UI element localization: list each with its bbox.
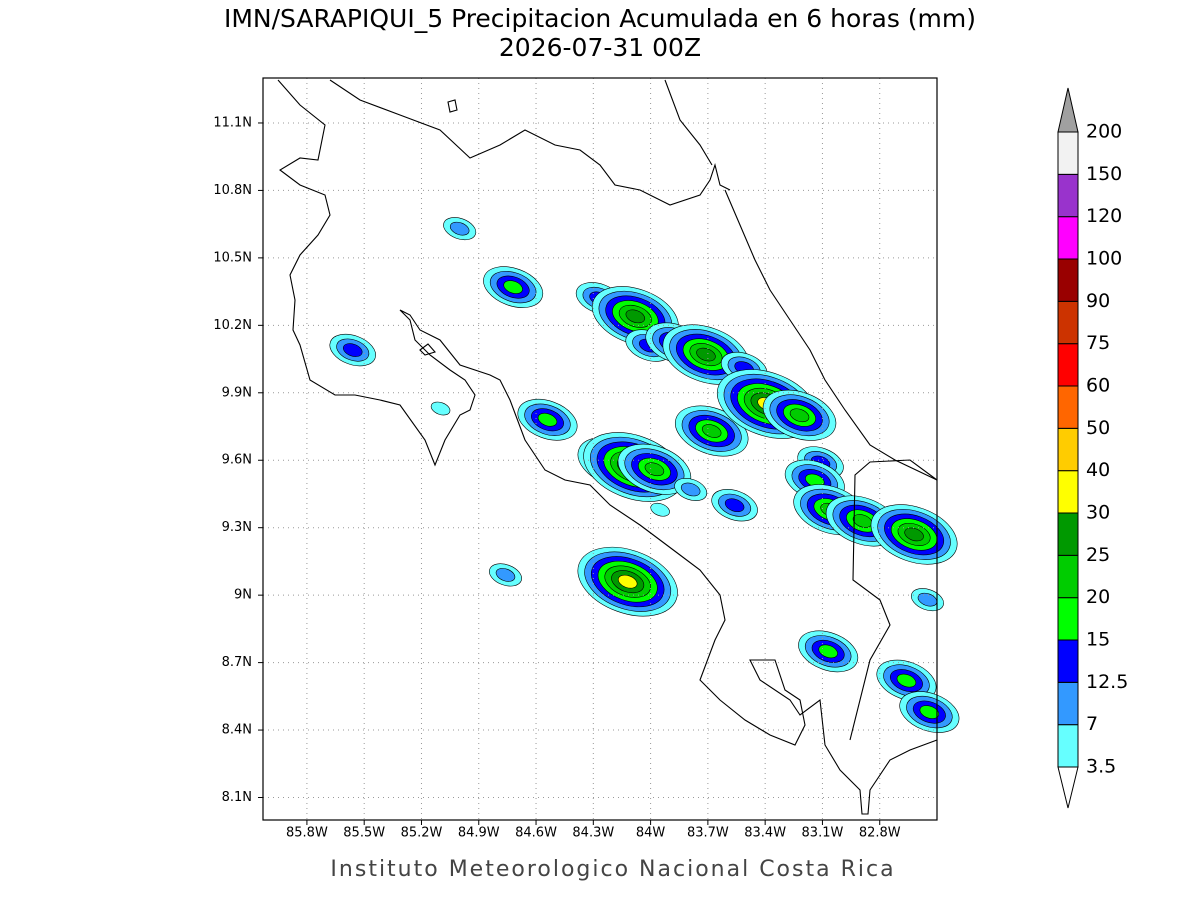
colorbar-label: 40: [1086, 459, 1110, 481]
colorbar-label: 20: [1086, 586, 1110, 608]
colorbar-box: [1057, 724, 1079, 768]
colorbar-label: 60: [1086, 375, 1110, 397]
colorbar-box: [1057, 681, 1079, 726]
rain-contour: [789, 408, 810, 423]
colorbar-label: 3.5: [1086, 756, 1116, 778]
colorbar-label: 15: [1086, 629, 1110, 651]
colorbar-label: 50: [1086, 417, 1110, 439]
y-tick-label: 9.3N: [222, 520, 252, 535]
colorbar-label: 25: [1086, 544, 1110, 566]
rain-contour: [430, 401, 451, 416]
x-tick-label: 85.2W: [401, 826, 443, 841]
colorbar-box: [1057, 300, 1079, 345]
x-tick-label: 85.5W: [343, 826, 385, 841]
colorbar-label: 120: [1086, 205, 1122, 227]
x-tick-label: 83.1W: [802, 826, 844, 841]
colorbar-box: [1057, 512, 1079, 556]
x-tick-label: 84.3W: [572, 826, 614, 841]
x-tick-label: 84.6W: [515, 826, 557, 841]
rain-contour: [650, 502, 670, 517]
colorbar-box: [1057, 258, 1079, 302]
x-tick-label: 84W: [636, 826, 666, 841]
y-tick-label: 10.2N: [213, 318, 252, 333]
colorbar-label: 200: [1086, 121, 1122, 143]
x-tick-label: 83.7W: [687, 826, 729, 841]
x-tick-label: 82.8W: [859, 826, 901, 841]
rain-contour: [343, 343, 363, 357]
colorbar-box: [1057, 639, 1079, 683]
pacific-coast: [277, 79, 938, 815]
x-tick-label: 84.9W: [458, 826, 500, 841]
colorbar: 3.5 7 12.5 15 20 25 30 40 50 60 75 90 100 120 150 200: [1057, 87, 1128, 809]
colorbar-box: [1057, 173, 1079, 218]
colorbar-label: 150: [1086, 163, 1122, 185]
island: [447, 99, 458, 113]
y-tick-label: 9N: [234, 588, 252, 603]
rain-contour: [724, 498, 745, 513]
rain-contour: [503, 280, 523, 294]
rain-contour: [644, 462, 665, 477]
rain-contour: [701, 424, 722, 438]
y-tick-label: 8.1N: [222, 790, 252, 805]
y-tick-label: 11.1N: [213, 115, 252, 130]
rain-contour: [680, 482, 701, 497]
map-frame: [262, 77, 938, 821]
rain-contour: [919, 705, 940, 719]
colorbar-box: [1057, 427, 1079, 472]
y-tick-label: 10.5N: [213, 250, 252, 265]
caribbean-coast: [664, 79, 938, 481]
colorbar-box: [1057, 385, 1079, 429]
coastlines: [277, 79, 938, 815]
north-coast: [329, 79, 731, 206]
colorbar-label: 75: [1086, 332, 1110, 354]
colorbar-box: [1057, 597, 1079, 641]
rain-contour: [449, 221, 470, 236]
rain-contour: [537, 412, 558, 427]
colorbar-label: 90: [1086, 290, 1110, 312]
colorbar-box: [1057, 216, 1079, 260]
colorbar-under: [1057, 766, 1079, 809]
rain-contour: [904, 527, 924, 542]
rain-contour: [625, 309, 646, 324]
island: [419, 343, 436, 356]
colorbar-label: 12.5: [1086, 671, 1128, 693]
colorbar-box: [1057, 554, 1079, 599]
grid: [258, 78, 937, 825]
rain-contour: [896, 673, 917, 688]
footer: Instituto Meteorologico Nacional Costa R…: [330, 857, 895, 882]
colorbar-box: [1057, 470, 1079, 514]
rain-contour: [818, 644, 838, 659]
colorbar-box: [1057, 131, 1079, 175]
y-tick-label: 8.7N: [222, 655, 252, 670]
colorbar-box: [1057, 343, 1079, 387]
y-tick-label: 10.8N: [213, 183, 252, 198]
colorbar-over: [1057, 87, 1079, 133]
colorbar-label: 100: [1086, 248, 1122, 270]
y-tick-label: 9.9N: [222, 385, 252, 400]
rain-contour: [495, 568, 516, 582]
title: IMN/SARAPIQUI_5 Precipitacion Acumulada …: [224, 4, 976, 33]
rain-contour: [617, 574, 638, 589]
x-tick-label: 85.8W: [286, 826, 328, 841]
colorbar-label: 7: [1086, 713, 1098, 735]
precipitation: [329, 217, 960, 733]
border: [849, 459, 938, 741]
x-tick-label: 83.4W: [744, 826, 786, 841]
y-tick-label: 8.4N: [222, 723, 252, 738]
y-tick-label: 9.6N: [222, 453, 252, 468]
colorbar-label: 30: [1086, 502, 1110, 524]
subtitle: 2026-07-31 00Z: [499, 33, 701, 62]
